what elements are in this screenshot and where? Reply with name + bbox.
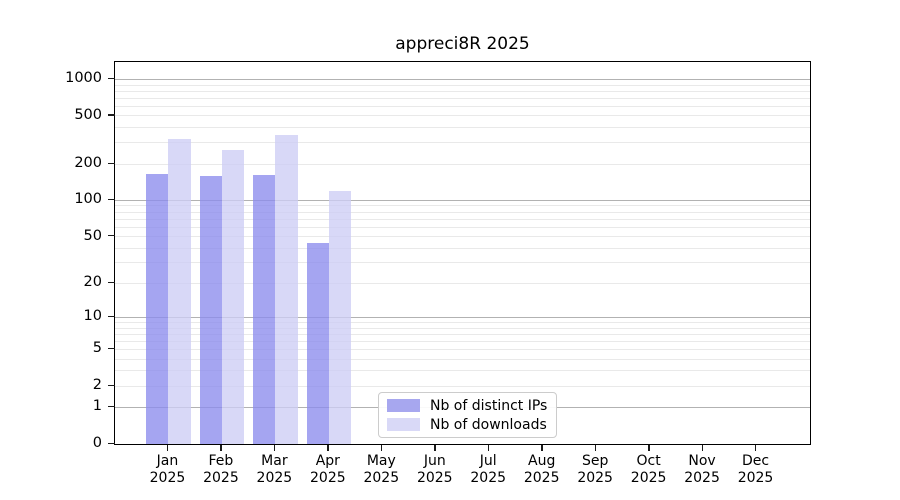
y-tick-mark-20 [108, 281, 115, 284]
gridline-300 [115, 142, 810, 144]
x-tick-mark-jun [434, 445, 436, 451]
legend-item-distinct-ips: Nb of distinct IPs [387, 396, 547, 415]
legend-label-distinct-ips: Nb of distinct IPs [430, 397, 548, 414]
x-tick-mark-aug [541, 445, 543, 451]
y-tick-label-10: 10 [83, 308, 102, 325]
y-tick-mark-100 [108, 198, 115, 201]
x-tick-mark-may [380, 445, 383, 451]
x-tick-label-jun: Jun 2025 [416, 453, 453, 486]
bar-jan-distinct-ips [146, 173, 169, 444]
gridline-60 [115, 226, 810, 228]
plot-area [114, 61, 811, 445]
gridline-3 [115, 370, 810, 372]
gridline-700 [115, 97, 810, 99]
x-tick-mark-sep [594, 445, 597, 451]
x-tick-label-apr: Apr 2025 [310, 453, 346, 486]
x-tick-label-dec: Dec 2025 [737, 453, 774, 486]
x-tick-label-feb: Feb 2025 [203, 453, 239, 486]
bar-apr-distinct-ips [306, 243, 329, 444]
x-tick-mark-jan [166, 445, 169, 451]
legend-label-downloads: Nb of downloads [430, 416, 547, 433]
gridline-800 [115, 90, 810, 92]
x-tick-mark-jul [487, 445, 490, 451]
gridline-5 [115, 348, 810, 350]
gridline-6 [115, 340, 810, 342]
gridline-20 [115, 282, 810, 284]
x-tick-label-oct: Oct 2025 [630, 453, 667, 486]
y-tick-label-1: 1 [92, 398, 102, 415]
bar-feb-downloads [221, 149, 245, 444]
chart-title: appreci8R 2025 [395, 34, 530, 54]
y-tick-label-2: 2 [92, 377, 102, 394]
y-tick-mark-50 [108, 235, 115, 237]
x-tick-label-sep: Sep 2025 [577, 453, 613, 486]
legend-swatch-distinct-ips-icon [387, 399, 420, 412]
x-tick-mark-oct [648, 445, 650, 451]
gridline-7 [115, 333, 810, 335]
gridline-30 [115, 262, 810, 264]
x-tick-label-jan: Jan 2025 [149, 453, 186, 486]
gridline-10 [115, 316, 810, 318]
gridline-400 [115, 127, 810, 129]
y-tick-mark-5 [108, 347, 115, 350]
gridline-40 [115, 247, 810, 249]
gridline-8 [115, 327, 810, 329]
x-tick-mark-nov [701, 445, 703, 451]
gridline-600 [115, 105, 810, 107]
x-tick-label-may: May 2025 [363, 453, 400, 486]
y-tick-label-0: 0 [92, 435, 102, 451]
gridline-9 [115, 322, 810, 323]
x-tick-mark-apr [327, 445, 329, 451]
y-tick-label-1000: 1000 [65, 70, 102, 87]
gridline-2 [115, 385, 810, 387]
bar-apr-downloads [328, 190, 352, 444]
gridline-200 [115, 163, 810, 165]
gridline-1000 [115, 78, 810, 80]
legend-swatch-downloads-icon [387, 418, 420, 431]
y-tick-mark-1 [108, 405, 115, 408]
x-tick-label-jul: Jul 2025 [470, 453, 507, 486]
gridline-50 [115, 236, 810, 238]
y-tick-label-100: 100 [74, 191, 102, 208]
y-tick-label-500: 500 [74, 106, 102, 123]
y-tick-label-5: 5 [92, 340, 102, 357]
y-tick-mark-500 [108, 114, 115, 116]
bar-mar-downloads [275, 135, 298, 444]
bar-feb-distinct-ips [199, 175, 222, 444]
bar-mar-distinct-ips [253, 174, 276, 444]
y-tick-label-20: 20 [83, 274, 102, 291]
y-tick-label-50: 50 [83, 227, 102, 244]
y-tick-mark-0 [108, 442, 115, 444]
y-tick-mark-1000 [108, 77, 115, 80]
x-tick-mark-feb [220, 445, 222, 451]
x-tick-mark-dec [755, 445, 757, 451]
gridline-90 [115, 205, 810, 207]
legend: Nb of distinct IPs Nb of downloads [378, 392, 558, 438]
x-tick-label-mar: Mar 2025 [256, 453, 293, 486]
gridline-100 [115, 199, 810, 201]
gridline-70 [115, 218, 810, 220]
legend-item-downloads: Nb of downloads [387, 415, 547, 434]
gridline-500 [115, 115, 810, 117]
bar-jan-downloads [168, 138, 191, 444]
y-tick-mark-2 [108, 384, 115, 386]
y-tick-mark-10 [108, 315, 115, 318]
y-tick-mark-200 [108, 162, 115, 165]
y-tick-label-200: 200 [74, 155, 102, 172]
x-tick-label-nov: Nov 2025 [684, 453, 720, 486]
gridline-900 [115, 84, 810, 86]
x-tick-label-aug: Aug 2025 [523, 453, 560, 486]
gridline-80 [115, 211, 810, 213]
x-tick-mark-mar [273, 445, 276, 451]
gridline-4 [115, 358, 810, 360]
